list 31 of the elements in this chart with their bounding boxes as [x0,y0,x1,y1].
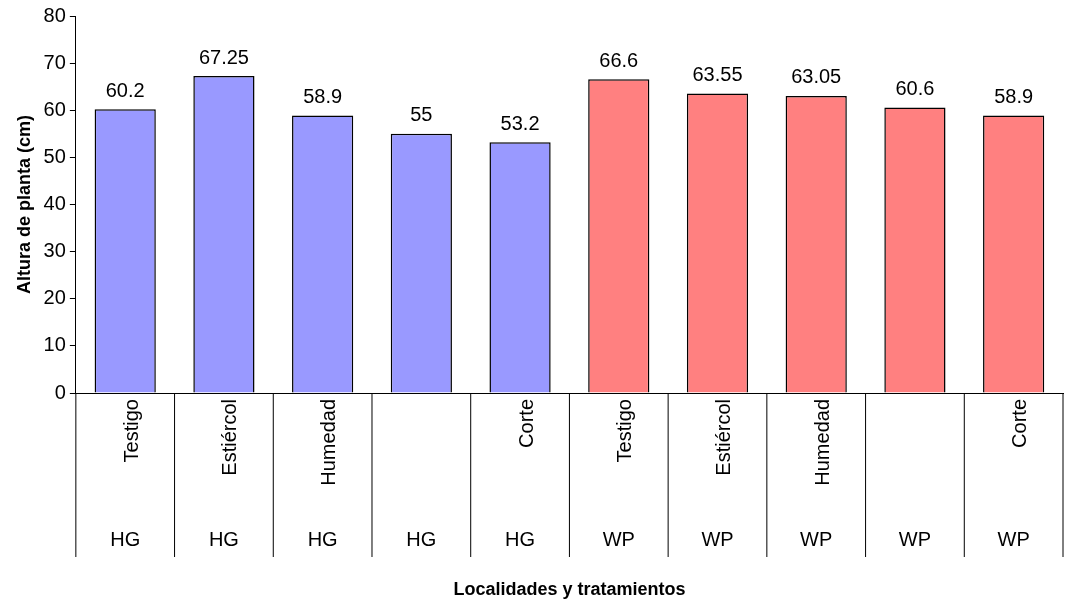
y-tick-label: 40 [43,192,66,215]
data-label: 60.2 [105,78,145,101]
data-label: 66.6 [599,48,639,71]
category-label: Humedad WP [800,399,833,550]
y-tick-label: 50 [43,144,66,167]
data-label: 67.25 [198,45,249,68]
x-tick-label: HG [406,527,437,550]
y-tick-label: 20 [43,286,66,309]
category-label: Humedad HG [307,399,340,550]
data-label: 58.9 [994,84,1034,107]
y-tick-label: 80 [43,3,66,26]
y-axis-title: Altura de planta (cm) [13,114,34,295]
y-tick-label: 60 [43,97,66,120]
y-tick-label: 70 [43,50,66,73]
category-label: Testigo HG [110,399,142,550]
data-label: 55 [410,103,433,126]
data-label: 63.55 [692,63,743,86]
category-label: Testigo WP [602,399,636,550]
category-label: Corte WP [997,399,1031,550]
category-label: Corte HG [505,399,537,550]
y-tick-label: 30 [43,239,66,262]
data-label: 63.05 [791,65,842,88]
x-axis-title: Localidades y tratamientos [453,578,686,599]
data-label: 58.9 [303,84,343,107]
data-label: 60.6 [895,76,935,99]
category-label: Estiércol WP [701,399,735,550]
y-tick-label: 0 [54,380,66,403]
data-label: 53.2 [500,111,540,134]
x-tick-label: WP [898,527,932,550]
y-tick-label: 10 [43,333,66,356]
category-label: Estiércol HG [208,399,241,550]
